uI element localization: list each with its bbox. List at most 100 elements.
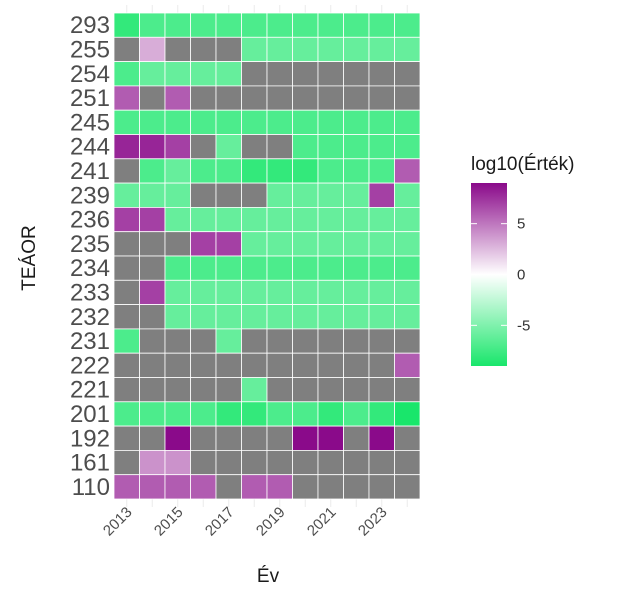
heatmap-cell bbox=[394, 36, 421, 62]
heatmap-cell bbox=[343, 425, 370, 451]
heatmap-cell bbox=[292, 328, 319, 354]
heatmap-cell bbox=[292, 449, 319, 476]
y-tick-label: 232 bbox=[70, 304, 110, 331]
heatmap-cell bbox=[317, 36, 344, 62]
heatmap-cell bbox=[343, 85, 370, 111]
heatmap-cell bbox=[241, 12, 268, 38]
heatmap-cell bbox=[394, 352, 421, 378]
heatmap-cell bbox=[190, 109, 217, 135]
heatmap-cell bbox=[266, 61, 293, 87]
heatmap-cell bbox=[266, 182, 293, 208]
heatmap-cell bbox=[368, 377, 395, 403]
heatmap-cell bbox=[139, 61, 166, 87]
heatmap-cell bbox=[190, 377, 217, 403]
y-tick-label: 239 bbox=[70, 182, 110, 209]
heatmap-cell bbox=[113, 36, 140, 62]
heatmap-cell bbox=[215, 279, 242, 305]
heatmap-cell bbox=[368, 109, 395, 135]
heatmap-cell bbox=[317, 134, 344, 160]
heatmap-cell bbox=[190, 134, 217, 160]
heatmap-cell bbox=[113, 328, 140, 354]
heatmap-cell bbox=[215, 401, 242, 427]
heatmap-cell bbox=[317, 231, 344, 257]
heatmap-cell bbox=[394, 255, 421, 281]
heatmap-cell bbox=[241, 255, 268, 281]
heatmap-cell bbox=[190, 85, 217, 111]
heatmap-cell bbox=[164, 425, 191, 451]
heatmap-cell bbox=[266, 377, 293, 403]
heatmap-cell bbox=[190, 425, 217, 451]
heatmap-cell bbox=[317, 401, 344, 427]
heatmap-cell bbox=[113, 134, 140, 160]
heatmap-cell bbox=[368, 449, 395, 476]
heatmap-cell bbox=[164, 182, 191, 208]
heatmap-cell bbox=[266, 36, 293, 62]
y-tick-label: 245 bbox=[70, 109, 110, 136]
heatmap-cell bbox=[215, 12, 242, 38]
heatmap-cell bbox=[241, 134, 268, 160]
heatmap-cell bbox=[292, 61, 319, 87]
x-tick-labels: 2013 2015 2017 2019 2021 2023 bbox=[100, 504, 391, 540]
heatmap-cell bbox=[113, 279, 140, 305]
heatmap-cell bbox=[317, 109, 344, 135]
heatmap-cell bbox=[292, 12, 319, 38]
heatmap-cell bbox=[292, 158, 319, 184]
heatmap-cell bbox=[394, 279, 421, 305]
heatmap-cell bbox=[394, 328, 421, 354]
heatmap-cell bbox=[368, 158, 395, 184]
heatmap-cell bbox=[317, 377, 344, 403]
y-tick-label: 255 bbox=[70, 36, 110, 63]
heatmap-cell bbox=[190, 255, 217, 281]
heatmap-cell bbox=[343, 474, 370, 500]
heatmap-cell bbox=[394, 377, 421, 403]
heatmap-cell bbox=[164, 231, 191, 257]
heatmap-cell bbox=[215, 61, 242, 87]
y-tick-label: 192 bbox=[70, 425, 110, 452]
heatmap-cell bbox=[368, 231, 395, 257]
y-tick-label: 251 bbox=[70, 85, 110, 112]
heatmap-cell bbox=[317, 206, 344, 233]
heatmap-cell bbox=[317, 474, 344, 500]
heatmap-cell bbox=[139, 304, 166, 330]
heatmap-cell bbox=[139, 425, 166, 451]
heatmap-cell bbox=[215, 377, 242, 403]
heatmap-cell bbox=[266, 401, 293, 427]
heatmap-cell bbox=[394, 61, 421, 87]
heatmap-cell bbox=[292, 377, 319, 403]
heatmap-cell bbox=[368, 328, 395, 354]
x-tick-label: 2013 bbox=[100, 504, 136, 540]
heatmap-cell bbox=[292, 85, 319, 111]
heatmap-cell bbox=[317, 279, 344, 305]
heatmap-cell bbox=[139, 12, 166, 38]
heatmap-cell bbox=[266, 12, 293, 38]
heatmap-cell bbox=[215, 109, 242, 135]
heatmap-cell bbox=[139, 377, 166, 403]
heatmap-cell bbox=[266, 352, 293, 378]
y-tick-label: 201 bbox=[70, 401, 110, 428]
heatmap-cell bbox=[215, 85, 242, 111]
heatmap-cell bbox=[394, 401, 421, 427]
heatmap-cell bbox=[343, 449, 370, 476]
heatmap-cell bbox=[164, 109, 191, 135]
heatmap-cell bbox=[215, 158, 242, 184]
y-tick-label: 234 bbox=[70, 255, 110, 282]
heatmap-cell bbox=[368, 134, 395, 160]
heatmap-cell bbox=[139, 109, 166, 135]
heatmap-cell bbox=[190, 158, 217, 184]
y-tick-label: 231 bbox=[70, 328, 110, 355]
heatmap-cell bbox=[368, 12, 395, 38]
heatmap-cell bbox=[368, 206, 395, 233]
y-tick-labels: 2932552542512452442412392362352342332322… bbox=[70, 12, 110, 501]
heatmap-cell bbox=[215, 328, 242, 354]
heatmap-cell bbox=[164, 36, 191, 62]
heatmap-cell bbox=[215, 425, 242, 451]
heatmap-cell bbox=[190, 279, 217, 305]
heatmap-cell bbox=[266, 206, 293, 233]
heatmap-cell bbox=[394, 425, 421, 451]
legend-ticks: 5 0 -5 bbox=[471, 216, 530, 334]
heatmap-cell bbox=[292, 474, 319, 500]
heatmap-cell bbox=[343, 304, 370, 330]
heatmap-cell bbox=[215, 449, 242, 476]
legend-title: log10(Érték) bbox=[471, 154, 575, 175]
